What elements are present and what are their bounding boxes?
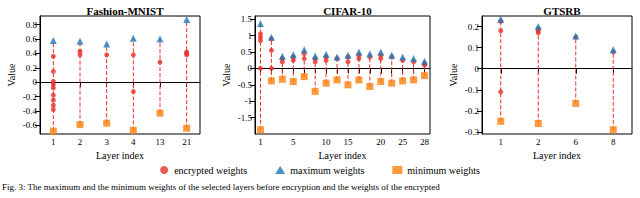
svg-text:21: 21	[182, 137, 191, 147]
svg-text:1: 1	[499, 137, 504, 147]
svg-text:1: 1	[51, 137, 56, 147]
svg-text:minimum weights: minimum weights	[407, 165, 480, 176]
svg-text:15: 15	[343, 137, 353, 147]
svg-text:20: 20	[376, 137, 386, 147]
svg-text:0: 0	[248, 63, 253, 73]
svg-text:0.1: 0.1	[468, 43, 479, 53]
svg-text:1: 1	[258, 137, 263, 147]
svg-text:0.2: 0.2	[26, 63, 37, 73]
svg-text:25: 25	[398, 137, 408, 147]
svg-text:-0.6: -0.6	[23, 120, 38, 130]
svg-text:-0.4: -0.4	[23, 106, 38, 116]
svg-text:GTSRB: GTSRB	[543, 5, 581, 17]
svg-text:0.2: 0.2	[468, 22, 479, 32]
svg-text:0.6: 0.6	[26, 34, 38, 44]
svg-text:-0.3: -0.3	[465, 127, 480, 137]
svg-text:28: 28	[420, 137, 430, 147]
svg-text:-1.5: -1.5	[238, 113, 253, 123]
svg-text:0.5: 0.5	[241, 47, 253, 57]
svg-text:-1: -1	[245, 96, 253, 106]
svg-text:8: 8	[611, 137, 616, 147]
svg-text:0: 0	[33, 77, 38, 87]
svg-text:13: 13	[156, 137, 166, 147]
svg-text:Layer index: Layer index	[533, 150, 581, 161]
svg-text:5: 5	[291, 137, 296, 147]
svg-text:CIFAR-10: CIFAR-10	[323, 5, 372, 17]
svg-text:-0.2: -0.2	[23, 92, 37, 102]
svg-text:1.5: 1.5	[241, 14, 253, 24]
svg-text:3: 3	[104, 137, 109, 147]
svg-text:0.8: 0.8	[26, 20, 38, 30]
svg-text:encrypted weights: encrypted weights	[174, 165, 247, 176]
svg-text:1: 1	[248, 31, 253, 41]
svg-text:-0.5: -0.5	[238, 80, 253, 90]
svg-text:0.4: 0.4	[26, 48, 38, 58]
svg-text:4: 4	[131, 137, 136, 147]
svg-text:2: 2	[536, 137, 541, 147]
svg-text:Fig. 3: The maximum and the mi: Fig. 3: The maximum and the minimum weig…	[2, 182, 440, 192]
svg-text:Value: Value	[6, 63, 17, 86]
svg-text:Value: Value	[448, 63, 459, 86]
svg-text:0: 0	[475, 64, 480, 74]
svg-text:Fashion-MNIST: Fashion-MNIST	[86, 5, 164, 17]
svg-text:-0.1: -0.1	[465, 85, 479, 95]
svg-text:10: 10	[322, 137, 332, 147]
svg-text:2: 2	[78, 137, 83, 147]
svg-text:6: 6	[574, 137, 579, 147]
svg-text:-0.2: -0.2	[465, 106, 479, 116]
svg-text:maximum weights: maximum weights	[290, 165, 364, 176]
svg-text:Value: Value	[221, 63, 232, 86]
svg-text:Layer index: Layer index	[96, 150, 144, 161]
svg-text:Layer index: Layer index	[318, 150, 366, 161]
